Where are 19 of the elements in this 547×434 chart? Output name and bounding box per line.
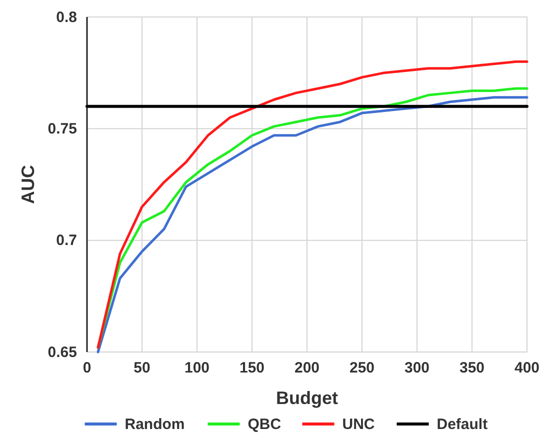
legend-label: Random — [124, 416, 185, 433]
x-tick-label: 50 — [134, 360, 150, 377]
y-tick-label: 0.8 — [56, 8, 77, 26]
x-tick-label: 100 — [184, 360, 210, 377]
x-tick-label: 250 — [349, 360, 375, 377]
y-axis-title: AUC — [18, 165, 38, 204]
y-tick-label: 0.7 — [56, 232, 77, 250]
x-tick-label: 200 — [294, 360, 320, 377]
y-tick-label: 0.65 — [48, 344, 77, 361]
x-axis-title: Budget — [276, 388, 338, 408]
x-tick-label: 150 — [239, 360, 265, 377]
legend-label: UNC — [342, 416, 375, 433]
legend-label: QBC — [248, 416, 282, 433]
x-tick-label: 300 — [404, 360, 430, 377]
legend-label: Default — [436, 416, 488, 433]
x-tick-label: 0 — [82, 360, 92, 377]
x-tick-label: 400 — [514, 360, 540, 377]
x-tick-label: 350 — [459, 360, 485, 377]
y-tick-label: 0.75 — [48, 120, 77, 138]
